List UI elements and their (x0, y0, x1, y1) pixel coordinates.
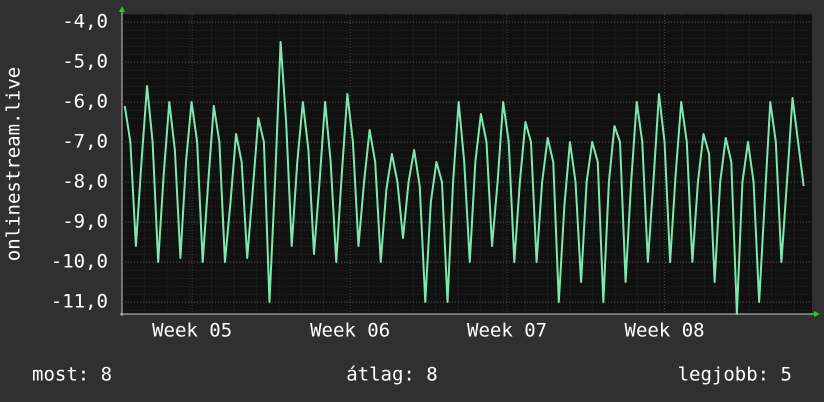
x-tick-label: Week 06 (310, 320, 390, 342)
axis-arrow (119, 6, 125, 12)
footer-current: most: 8 (32, 364, 112, 386)
series-line (123, 41, 805, 315)
x-tick-label: Week 08 (625, 320, 705, 342)
y-axis-label: onlinestream.live (3, 67, 25, 261)
y-tick-label: -4,0 (62, 11, 108, 33)
y-tick-label: -6,0 (62, 91, 108, 113)
x-tick-label: Week 05 (152, 320, 232, 342)
footer-average: átlag: 8 (346, 364, 438, 386)
y-tick-label: -9,0 (62, 211, 108, 233)
x-tick-label: Week 07 (467, 320, 547, 342)
y-tick-label: -7,0 (62, 131, 108, 153)
y-tick-label: -8,0 (62, 171, 108, 193)
y-tick-label: -10,0 (51, 251, 108, 273)
minor-grid (122, 14, 812, 314)
y-tick-label: -5,0 (62, 51, 108, 73)
y-tick-label: -11,0 (51, 291, 108, 313)
axis-arrow (814, 311, 820, 317)
footer-best: legjobb: 5 (678, 364, 792, 386)
